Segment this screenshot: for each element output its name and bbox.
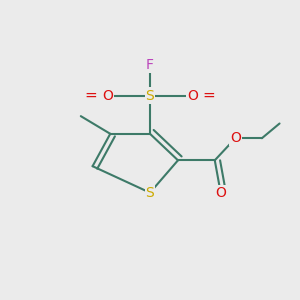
Text: O: O [215, 186, 226, 200]
Text: S: S [146, 186, 154, 200]
Text: S: S [146, 88, 154, 103]
Text: =: = [85, 87, 98, 102]
Text: =: = [202, 87, 215, 102]
Text: O: O [187, 88, 198, 103]
Text: O: O [230, 131, 241, 145]
Text: O: O [102, 88, 113, 103]
Text: F: F [146, 58, 154, 72]
